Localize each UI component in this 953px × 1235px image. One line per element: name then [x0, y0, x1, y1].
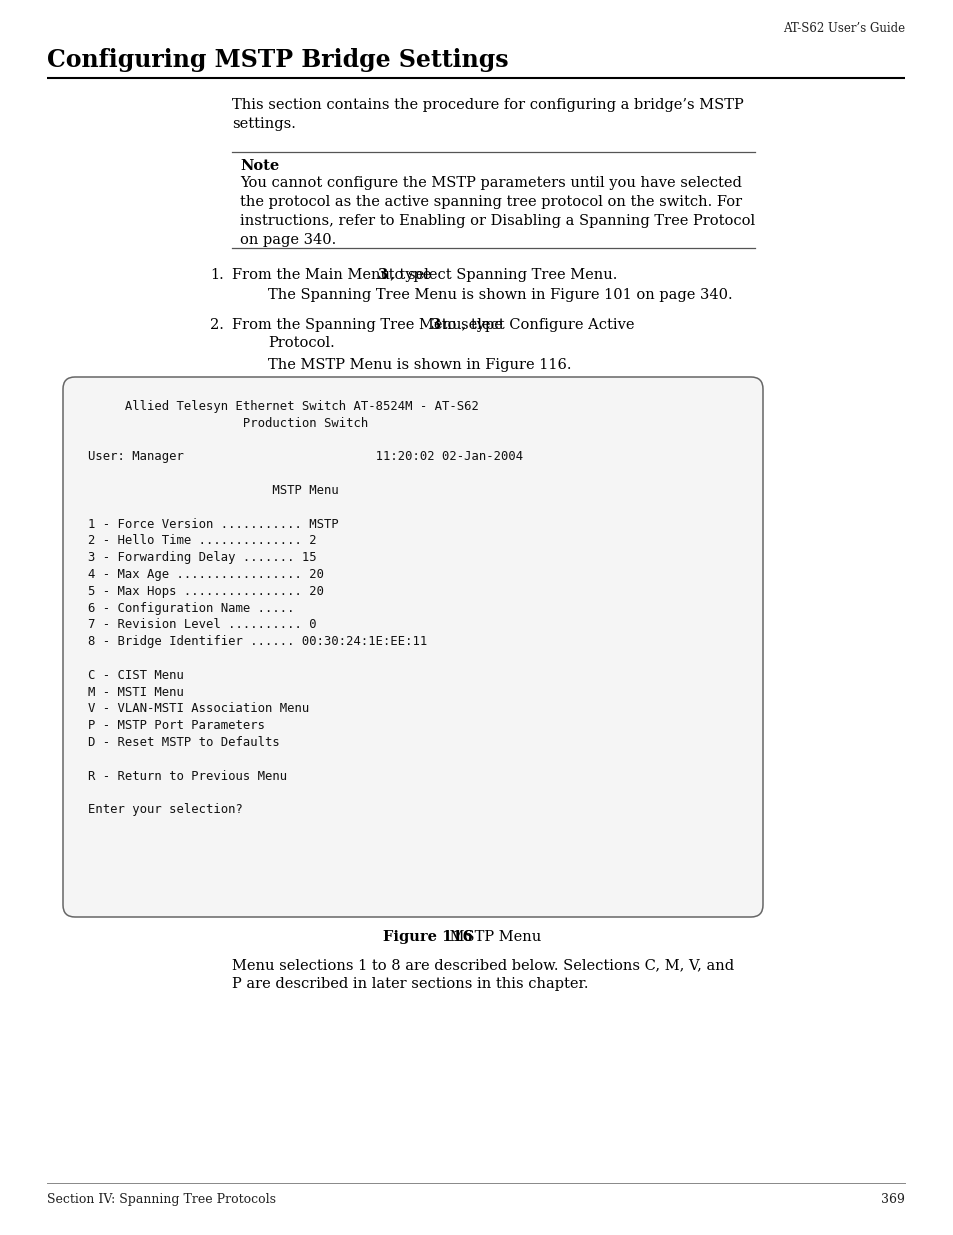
Text: C - CIST Menu: C - CIST Menu	[88, 669, 184, 682]
Text: From the Spanning Tree Menu, type: From the Spanning Tree Menu, type	[232, 317, 507, 332]
Text: Figure 116: Figure 116	[382, 930, 473, 944]
Text: 8 - Bridge Identifier ...... 00:30:24:1E:EE:11: 8 - Bridge Identifier ...... 00:30:24:1E…	[88, 635, 427, 648]
Text: 5 - Max Hops ................ 20: 5 - Max Hops ................ 20	[88, 585, 324, 598]
Text: User: Manager                          11:20:02 02-Jan-2004: User: Manager 11:20:02 02-Jan-2004	[88, 451, 522, 463]
Text: 4 - Max Age ................. 20: 4 - Max Age ................. 20	[88, 568, 324, 580]
Text: MSTP Menu: MSTP Menu	[444, 930, 540, 944]
Text: to select Configure Active: to select Configure Active	[436, 317, 634, 332]
Text: MSTP Menu: MSTP Menu	[88, 484, 338, 496]
Text: This section contains the procedure for configuring a bridge’s MSTP
settings.: This section contains the procedure for …	[232, 98, 743, 131]
Text: V - VLAN-MSTI Association Menu: V - VLAN-MSTI Association Menu	[88, 703, 309, 715]
Text: 3: 3	[377, 268, 388, 282]
Text: Note: Note	[240, 159, 279, 173]
Text: 3: 3	[431, 317, 440, 332]
Text: The MSTP Menu is shown in Figure 116.: The MSTP Menu is shown in Figure 116.	[268, 358, 571, 372]
Text: 3 - Forwarding Delay ....... 15: 3 - Forwarding Delay ....... 15	[88, 551, 316, 564]
Text: 2.: 2.	[210, 317, 224, 332]
Text: Allied Telesyn Ethernet Switch AT-8524M - AT-S62: Allied Telesyn Ethernet Switch AT-8524M …	[88, 400, 478, 412]
Text: Configuring MSTP Bridge Settings: Configuring MSTP Bridge Settings	[47, 48, 508, 72]
Text: From the Main Menu, type: From the Main Menu, type	[232, 268, 436, 282]
Text: to select Spanning Tree Menu.: to select Spanning Tree Menu.	[384, 268, 617, 282]
Text: M - MSTI Menu: M - MSTI Menu	[88, 685, 184, 699]
Text: Section IV: Spanning Tree Protocols: Section IV: Spanning Tree Protocols	[47, 1193, 275, 1207]
Text: You cannot configure the MSTP parameters until you have selected
the protocol as: You cannot configure the MSTP parameters…	[240, 177, 755, 247]
Text: 2 - Hello Time .............. 2: 2 - Hello Time .............. 2	[88, 535, 316, 547]
Text: 1.: 1.	[210, 268, 224, 282]
Text: D - Reset MSTP to Defaults: D - Reset MSTP to Defaults	[88, 736, 279, 748]
Text: AT-S62 User’s Guide: AT-S62 User’s Guide	[782, 22, 904, 35]
Text: Production Switch: Production Switch	[88, 416, 368, 430]
Text: 369: 369	[881, 1193, 904, 1207]
Text: Menu selections 1 to 8 are described below. Selections C, M, V, and
P are descri: Menu selections 1 to 8 are described bel…	[232, 958, 734, 990]
Text: 6 - Configuration Name .....: 6 - Configuration Name .....	[88, 601, 294, 615]
Text: 1 - Force Version ........... MSTP: 1 - Force Version ........... MSTP	[88, 517, 338, 531]
Text: Enter your selection?: Enter your selection?	[88, 803, 243, 816]
Text: Protocol.: Protocol.	[268, 336, 335, 350]
Text: The Spanning Tree Menu is shown in Figure 101 on page 340.: The Spanning Tree Menu is shown in Figur…	[268, 288, 732, 303]
Text: 7 - Revision Level .......... 0: 7 - Revision Level .......... 0	[88, 619, 316, 631]
FancyBboxPatch shape	[63, 377, 762, 918]
Text: R - Return to Previous Menu: R - Return to Previous Menu	[88, 769, 287, 783]
Text: P - MSTP Port Parameters: P - MSTP Port Parameters	[88, 719, 265, 732]
